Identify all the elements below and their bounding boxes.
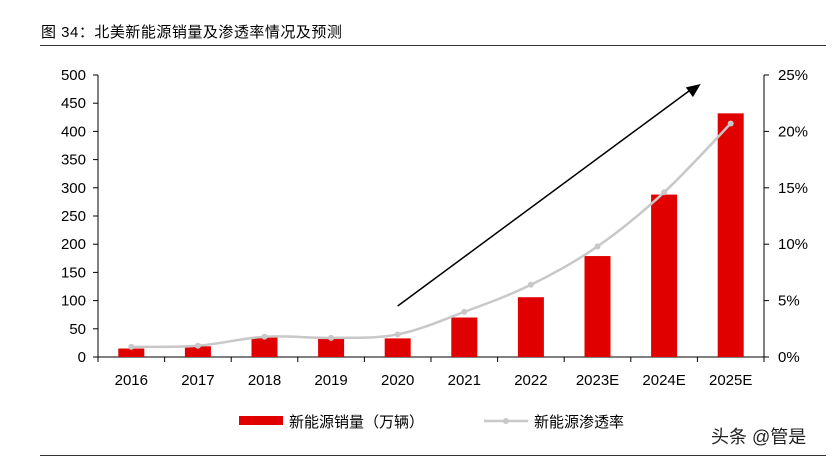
x-tick-label: 2022 [514, 372, 547, 389]
title-divider [40, 45, 826, 46]
bar [651, 194, 678, 357]
bar [584, 256, 611, 357]
y-left-tick-label: 450 [61, 95, 86, 112]
line-point [527, 281, 534, 288]
y-left-tick-label: 500 [61, 67, 86, 84]
y-left-tick-label: 200 [61, 236, 86, 253]
y-left-tick-label: 250 [61, 208, 86, 225]
x-tick-label: 2018 [248, 372, 281, 389]
y-left-tick-label: 300 [61, 180, 86, 197]
line-point [261, 333, 268, 340]
x-tick-label: 2021 [448, 372, 481, 389]
legend-bar-label: 新能源销量（万辆） [289, 413, 424, 431]
y-left-tick-label: 350 [61, 152, 86, 169]
x-tick-label: 2023E [576, 372, 619, 389]
bar [184, 346, 211, 357]
line-point [661, 189, 668, 196]
x-tick-label: 2017 [181, 372, 214, 389]
trend-arrow-shaft [397, 88, 693, 307]
legend-bar-swatch [239, 416, 283, 425]
line-point [194, 342, 201, 349]
y-right-tick-label: 10% [778, 236, 808, 253]
line-series [128, 120, 734, 350]
y-right-tick-label: 5% [778, 293, 800, 310]
trend-arrow [397, 84, 701, 307]
x-tick-label: 2016 [115, 372, 148, 389]
bar [451, 317, 478, 357]
line-point [394, 331, 401, 338]
tick-labels: 0 50 100 150 200 250 300 350 400 450 500 0% 5% 10% 15%… [61, 67, 808, 389]
line-point [328, 334, 335, 341]
bar [384, 338, 411, 357]
line-point [128, 343, 135, 350]
y-right-tick-label: 0% [778, 349, 800, 366]
penetration-line [131, 122, 732, 349]
line-point [594, 243, 601, 250]
legend: 新能源销量（万辆） 新能源渗透率 [239, 413, 624, 431]
line-point [727, 120, 734, 127]
y-left-tick-label: 50 [69, 321, 86, 338]
bar [517, 297, 544, 357]
bar-series [118, 113, 744, 358]
y-left-tick-label: 0 [78, 349, 86, 366]
line-point [461, 308, 468, 315]
y-left-tick-label: 100 [61, 293, 86, 310]
y-left-tick-label: 150 [61, 264, 86, 281]
legend-line-marker [503, 418, 509, 424]
y-left-tick-label: 400 [61, 123, 86, 140]
x-tick-label: 2019 [314, 372, 347, 389]
x-tick-label: 2020 [381, 372, 414, 389]
y-right-tick-label: 15% [778, 180, 808, 197]
bar [251, 337, 278, 357]
y-right-tick-label: 20% [778, 123, 808, 140]
legend-line-label: 新能源渗透率 [534, 413, 624, 431]
x-tick-label: 2024E [642, 372, 685, 389]
bottom-divider [40, 455, 826, 456]
trend-arrow-head [685, 84, 701, 98]
watermark: 头条 @管是 [711, 427, 807, 447]
bar [717, 113, 744, 358]
bar [318, 338, 345, 357]
x-tick-label: 2025E [709, 372, 752, 389]
figure-title: 图 34：北美新能源销量及渗透率情况及预测 [41, 24, 343, 41]
y-right-tick-label: 25% [778, 67, 808, 84]
bar [118, 348, 145, 357]
